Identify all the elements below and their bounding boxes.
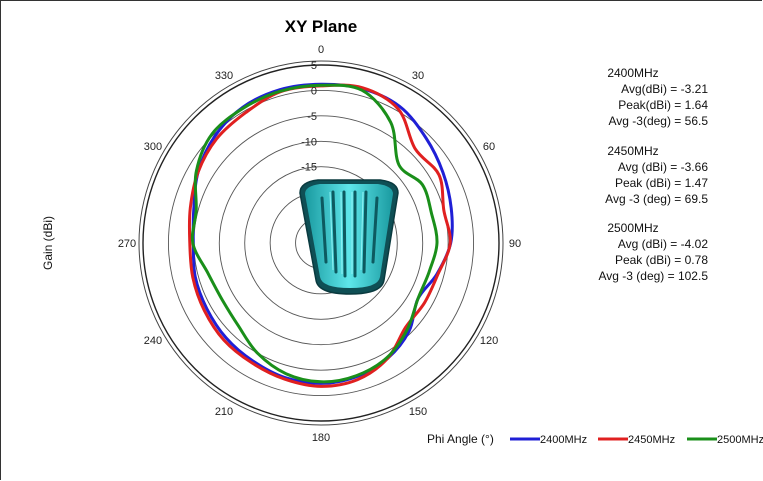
stats-line: Avg(dBi) = -3.21 [621, 82, 708, 96]
radial-tick-label: -10 [301, 136, 317, 148]
legend: Phi Angle (°) 2400MHz 2450MHz 2500MHz [427, 432, 763, 446]
radial-tick-label: -5 [307, 111, 317, 123]
angle-tick-label: 60 [483, 141, 495, 153]
angle-tick-label: 300 [144, 141, 162, 153]
angle-tick-label: 150 [409, 406, 427, 418]
antenna-illustration [299, 179, 399, 295]
series-lines [187, 82, 454, 388]
stats-line: Peak (dBi) = 0.78 [615, 253, 708, 267]
angle-tick-label: 0 [318, 44, 324, 56]
stats-frequency: 2400MHz [607, 66, 658, 80]
angle-tick-label: 330 [215, 70, 233, 82]
outer-ring [138, 60, 504, 426]
stats-line: Peak(dBi) = 1.64 [618, 98, 708, 112]
legend-label: 2400MHz [540, 434, 587, 446]
angle-tick-label: 180 [312, 432, 330, 444]
stats-line: Avg (dBi) = -3.66 [618, 160, 708, 174]
series-line-2450MHz [187, 83, 452, 388]
radial-tick-label: 0 [311, 85, 317, 97]
radial-tick-label: 5 [311, 60, 317, 72]
series-line-2500MHz [190, 83, 439, 384]
stats-line: Avg -3(deg) = 56.5 [608, 114, 708, 128]
angle-tick-label: 30 [412, 70, 424, 82]
stats-panel: 2400MHz Avg(dBi) = -3.21 Peak(dBi) = 1.64 A… [598, 66, 708, 283]
legend-label: 2500MHz [717, 434, 763, 446]
angle-ticks: 0 30 60 90 120 150 180 210 240 270 300 330 [118, 44, 521, 444]
radial-ticks: 5 0 -5 -10 -15 [301, 60, 317, 174]
angle-tick-label: 210 [215, 406, 233, 418]
angle-tick-label: 90 [509, 238, 521, 250]
polar-grid [138, 60, 504, 426]
stats-line: Avg -3 (deg) = 69.5 [605, 192, 708, 206]
angle-tick-label: 270 [118, 238, 136, 250]
x-axis-label: Phi Angle (°) [427, 432, 494, 446]
grid-circle [218, 140, 424, 346]
angle-tick-label: 120 [480, 335, 498, 347]
y-axis-label: Gain (dBi) [41, 216, 55, 270]
chart-title: XY Plane [285, 17, 357, 36]
stats-line: Peak (dBi) = 1.47 [615, 176, 708, 190]
stats-frequency: 2450MHz [607, 144, 658, 158]
stats-line: Avg (dBi) = -4.02 [618, 237, 708, 251]
radial-tick-label: -15 [301, 162, 317, 174]
stats-line: Avg -3 (deg) = 102.5 [598, 269, 708, 283]
legend-label: 2450MHz [628, 434, 675, 446]
angle-tick-label: 240 [144, 335, 162, 347]
stats-frequency: 2500MHz [607, 221, 658, 235]
grid-circle [167, 89, 475, 397]
grid-circle [142, 64, 500, 422]
grid-circle [244, 166, 398, 320]
